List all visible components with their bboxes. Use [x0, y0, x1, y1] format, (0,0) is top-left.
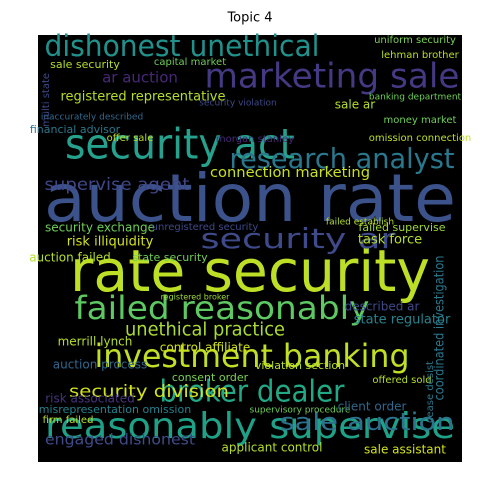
word: failed establish [326, 218, 394, 228]
word: offered sold [372, 375, 431, 386]
word: registered representative [61, 90, 226, 105]
word: sale ar [335, 98, 375, 112]
word: described ar [345, 300, 420, 314]
word: failed reasonably [75, 289, 370, 327]
word: auction rate [44, 160, 456, 237]
word: marketing sale [205, 57, 460, 97]
word: coordinated investigation [433, 256, 448, 401]
word: applicant control [222, 441, 323, 455]
word: research analyst [230, 142, 455, 175]
word: money market [384, 115, 457, 126]
word: capital market [154, 57, 226, 68]
word: financial advisor [30, 123, 121, 136]
word: violation section [255, 359, 345, 372]
word: state security [132, 251, 208, 264]
word: task force [358, 233, 422, 248]
word: banking department [369, 93, 462, 103]
word: uniform security [374, 35, 456, 46]
word: control affiliate [160, 341, 250, 355]
word: unethical practice [125, 319, 285, 341]
chart-title: Topic 4 [226, 11, 272, 26]
word: sale auction [280, 408, 455, 436]
word: misrepresentation omission [39, 403, 191, 416]
word: failed supervise [358, 221, 445, 234]
word: registered broker [161, 293, 231, 302]
word: supervise agent [45, 175, 190, 195]
word: client order [338, 400, 407, 414]
word: rate security [70, 237, 430, 305]
word: consent order [172, 371, 249, 384]
word: lehman brother [381, 50, 459, 61]
word: risk associated [45, 392, 134, 406]
word: morgan stanley [216, 134, 294, 145]
word: firm failed [43, 415, 94, 426]
word: omission connection [369, 133, 472, 144]
word: sale security [50, 58, 120, 71]
word: security act [65, 120, 295, 169]
word: unregistered security [152, 222, 259, 233]
cloud-background [38, 35, 462, 462]
word: inaccurately described [41, 113, 143, 123]
word: sale assistant [364, 443, 446, 457]
word: auction process [53, 358, 147, 372]
word: security exchange [45, 221, 155, 235]
word: dishonest unethical [45, 29, 320, 63]
word: broker dealer [160, 375, 346, 410]
word: connection marketing [210, 165, 370, 181]
word: investment banking [95, 337, 410, 375]
word: risk illiquidity [67, 235, 154, 250]
word: multi state [41, 73, 52, 127]
word: ar auction [102, 69, 178, 87]
word: security ar [201, 222, 397, 255]
word: engaged dishonest [45, 431, 195, 449]
word: security violation [199, 99, 276, 109]
word: offer sale [107, 133, 154, 144]
word: merrill lynch [58, 335, 133, 349]
word: reasonably supervise [45, 406, 455, 447]
word: cease desist [425, 361, 436, 423]
word: auction failed [29, 251, 111, 265]
word: supervisory procedure [250, 406, 351, 416]
word: state regulator [354, 313, 451, 328]
word: security division [69, 382, 229, 402]
